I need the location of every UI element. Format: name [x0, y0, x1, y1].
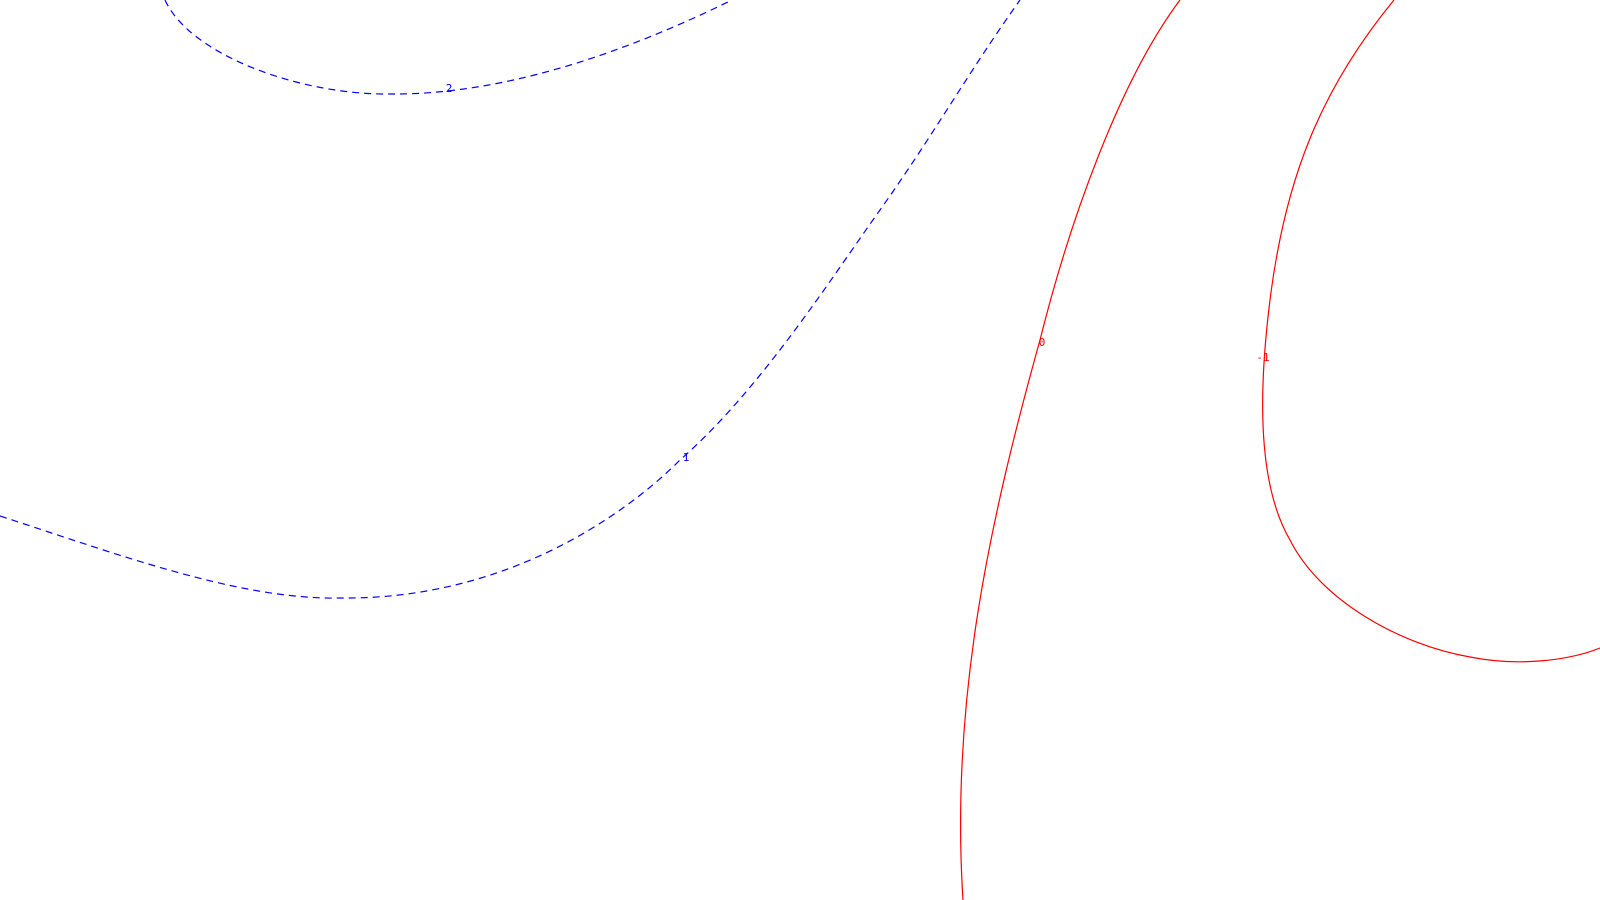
contour-line-1 [0, 0, 1021, 599]
contour-label-2: 2 [446, 82, 453, 95]
contour-level-2: 2 [164, 0, 733, 95]
contour-level-1: 1 [0, 0, 1021, 599]
contour-label-neg1: -1 [1256, 351, 1269, 364]
contour-label-1: 1 [683, 451, 690, 464]
contour-line-neg1 [1262, 0, 1600, 663]
contour-level-0: 0 [959, 0, 1181, 900]
contour-level-neg1: -1 [1256, 0, 1600, 663]
contour-label-0: 0 [1039, 336, 1046, 349]
contour-line-0 [959, 0, 1181, 900]
contour-line-2 [164, 0, 733, 95]
